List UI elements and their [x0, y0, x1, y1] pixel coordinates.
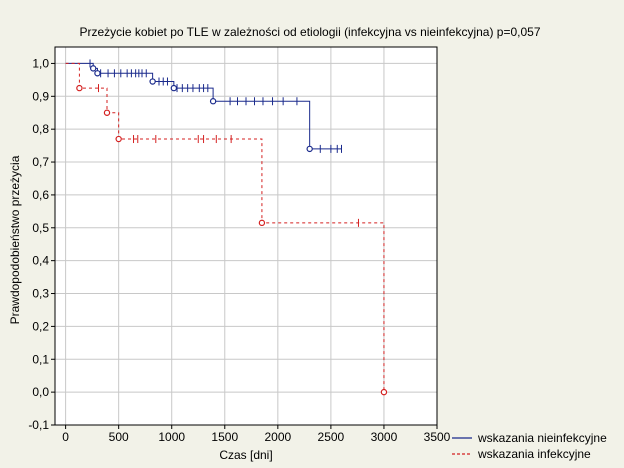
x-tick-label: 2000	[264, 430, 291, 444]
y-tick-label: 0,1	[32, 352, 49, 366]
event-marker	[209, 98, 217, 105]
event-marker	[103, 109, 111, 116]
event-marker	[306, 145, 313, 153]
series-layer	[65, 59, 388, 396]
x-tick-label: 0	[62, 430, 69, 444]
y-tick-label: 0,5	[32, 221, 49, 235]
y-tick-label: 0,3	[32, 287, 49, 301]
x-tick-label: 2500	[318, 430, 345, 444]
legend-label: wskazania nieinfekcyjne	[477, 431, 607, 445]
y-tick-label: 1,0	[32, 56, 49, 70]
event-marker	[76, 84, 83, 92]
y-tick-label: 0,8	[32, 122, 49, 136]
x-tick-label: 3500	[424, 430, 451, 444]
y-tick-label: -0,1	[28, 418, 49, 432]
legend-label: wskazania infekcyjne	[477, 447, 591, 461]
event-marker	[149, 78, 156, 85]
event-marker	[170, 84, 178, 92]
y-tick-label: 0,9	[32, 89, 49, 103]
event-marker	[380, 388, 388, 396]
chart-title: Przeżycie kobiet po TLE w zależności od …	[79, 25, 540, 39]
event-marker	[89, 65, 97, 72]
series-0	[65, 59, 342, 153]
legend: wskazania nieinfekcyjne wskazania infekcy…	[452, 431, 607, 461]
series-line	[65, 62, 385, 393]
series-1	[65, 62, 388, 396]
event-marker	[115, 135, 122, 143]
plot-frame	[54, 46, 438, 426]
y-axis-label: Prawdopodobieństwo przeżycia	[8, 155, 22, 324]
x-tick-label: 3000	[371, 430, 398, 444]
x-axis-label: Czas [dni]	[219, 448, 272, 462]
axes: 0 500 1000 1500 2000 2500 3000 3500 -0,1 0,0 0,1 0,…	[28, 46, 451, 444]
x-tick-label: 1000	[158, 430, 185, 444]
x-tick-label: 1500	[211, 430, 238, 444]
y-tick-label: 0,4	[32, 254, 49, 268]
x-tick-label: 500	[109, 430, 129, 444]
event-marker	[258, 219, 266, 227]
event-marker	[94, 70, 101, 77]
y-tick-label: 0,0	[32, 385, 49, 399]
y-tick-label: 0,6	[32, 188, 49, 202]
y-tick-label: 0,2	[32, 319, 49, 333]
y-tick-label: 0,7	[32, 155, 49, 169]
